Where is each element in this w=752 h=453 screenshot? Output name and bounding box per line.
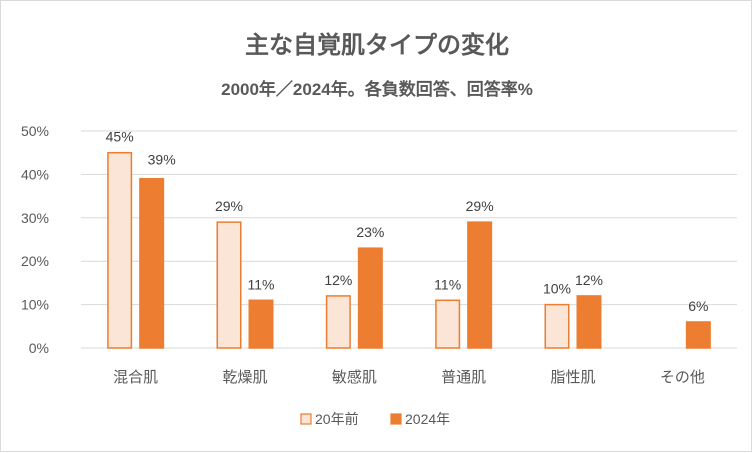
data-label: 6%: [688, 298, 708, 314]
bar: [685, 321, 711, 349]
chart-subtitle: 2000年／2024年。各負数回答、回答率%: [221, 79, 533, 99]
x-tick-label: 敏感肌: [332, 369, 377, 386]
legend-swatch: [390, 413, 402, 425]
data-label: 29%: [215, 198, 243, 214]
data-label: 23%: [356, 224, 384, 240]
y-tick-label: 0%: [29, 340, 49, 356]
data-label: 12%: [324, 272, 352, 288]
legend-label: 2024年: [405, 411, 450, 427]
data-label: 39%: [148, 152, 176, 168]
bar: [107, 151, 133, 349]
x-tick-label: 乾燥肌: [222, 369, 267, 386]
bar: [216, 221, 242, 349]
data-label: 29%: [466, 198, 494, 214]
x-tick-label: その他: [660, 369, 705, 386]
x-tick-label: 普通肌: [441, 369, 486, 386]
bar: [325, 295, 351, 349]
bar: [576, 295, 602, 349]
data-label: 45%: [106, 129, 134, 145]
data-label: 10%: [543, 281, 571, 297]
y-tick-label: 50%: [21, 123, 49, 139]
bar: [435, 299, 461, 349]
y-tick-label: 30%: [21, 210, 49, 226]
bar: [248, 299, 274, 349]
bar: [139, 177, 165, 349]
bar: [467, 221, 493, 349]
data-label: 11%: [248, 276, 275, 292]
x-tick-label: 脂性肌: [550, 369, 595, 386]
bar: [357, 247, 383, 349]
data-label: 11%: [434, 276, 461, 292]
legend-label: 20年前: [315, 411, 359, 427]
y-tick-label: 40%: [21, 166, 49, 182]
y-tick-label: 10%: [21, 297, 49, 313]
legend-swatch: [300, 413, 312, 425]
data-label: 12%: [575, 272, 603, 288]
bar: [544, 303, 570, 349]
x-tick-label: 混合肌: [113, 369, 158, 386]
chart-title: 主な自覚肌タイプの変化: [245, 31, 509, 59]
y-tick-label: 20%: [21, 253, 49, 269]
